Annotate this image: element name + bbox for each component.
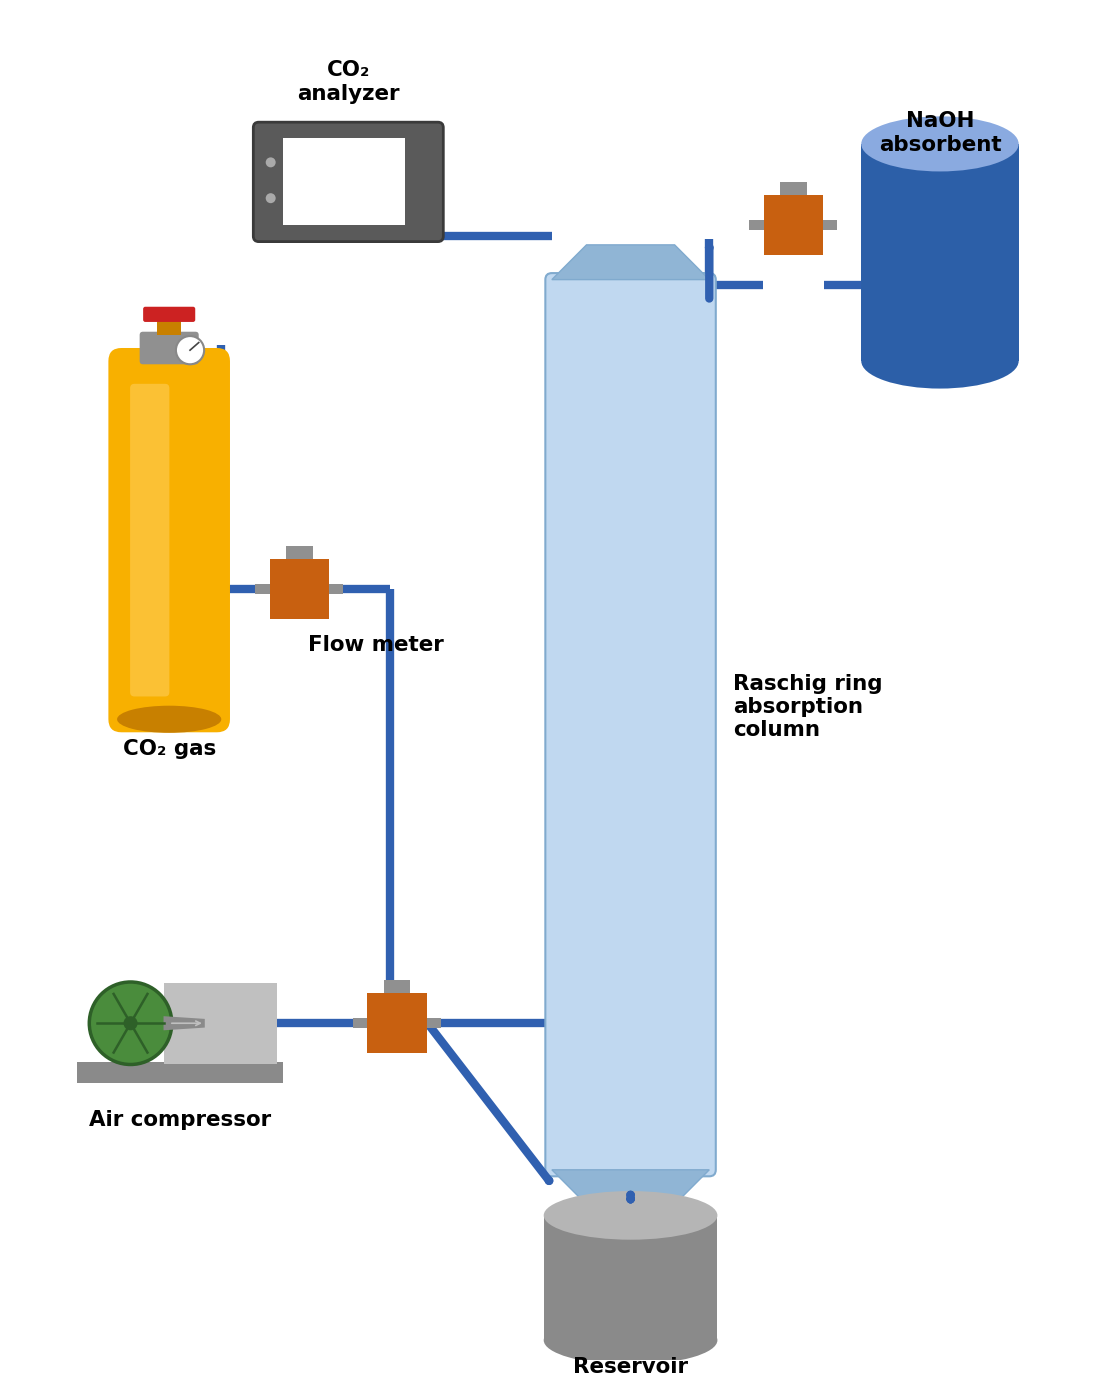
FancyBboxPatch shape xyxy=(861,144,1019,362)
FancyBboxPatch shape xyxy=(823,221,838,230)
Text: CO₂ gas: CO₂ gas xyxy=(122,738,216,759)
Polygon shape xyxy=(552,1170,709,1205)
Text: Air compressor: Air compressor xyxy=(88,1110,271,1130)
Ellipse shape xyxy=(543,1191,718,1239)
Ellipse shape xyxy=(861,116,1019,171)
Polygon shape xyxy=(552,244,709,280)
Ellipse shape xyxy=(543,1317,718,1365)
FancyBboxPatch shape xyxy=(287,545,312,559)
FancyBboxPatch shape xyxy=(109,348,230,733)
FancyBboxPatch shape xyxy=(270,559,329,618)
Text: Raschig ring
absorption
column: Raschig ring absorption column xyxy=(734,673,883,740)
FancyBboxPatch shape xyxy=(353,1018,367,1028)
Ellipse shape xyxy=(861,334,1019,389)
FancyBboxPatch shape xyxy=(384,980,410,994)
FancyBboxPatch shape xyxy=(764,196,823,255)
Circle shape xyxy=(265,193,276,203)
Text: Reservoir: Reservoir xyxy=(573,1357,688,1376)
FancyBboxPatch shape xyxy=(140,331,198,364)
FancyBboxPatch shape xyxy=(329,584,344,595)
FancyBboxPatch shape xyxy=(143,306,195,322)
Ellipse shape xyxy=(118,705,222,733)
FancyBboxPatch shape xyxy=(367,994,427,1053)
FancyBboxPatch shape xyxy=(77,1061,283,1083)
FancyBboxPatch shape xyxy=(543,1216,718,1340)
FancyBboxPatch shape xyxy=(253,123,444,242)
Circle shape xyxy=(90,983,171,1064)
FancyBboxPatch shape xyxy=(130,384,169,697)
Text: Flow meter: Flow meter xyxy=(308,635,444,654)
Text: CO₂
analyzer: CO₂ analyzer xyxy=(297,61,400,104)
Circle shape xyxy=(176,337,204,364)
FancyBboxPatch shape xyxy=(749,221,764,230)
FancyBboxPatch shape xyxy=(781,182,806,196)
FancyBboxPatch shape xyxy=(255,584,270,595)
Polygon shape xyxy=(164,1016,205,1031)
FancyBboxPatch shape xyxy=(545,273,716,1176)
FancyBboxPatch shape xyxy=(427,1018,441,1028)
FancyBboxPatch shape xyxy=(164,983,277,1064)
Circle shape xyxy=(123,1016,138,1031)
Circle shape xyxy=(265,157,276,167)
FancyBboxPatch shape xyxy=(282,138,405,225)
Text: NaOH
absorbent: NaOH absorbent xyxy=(879,112,1001,155)
FancyBboxPatch shape xyxy=(157,316,181,335)
